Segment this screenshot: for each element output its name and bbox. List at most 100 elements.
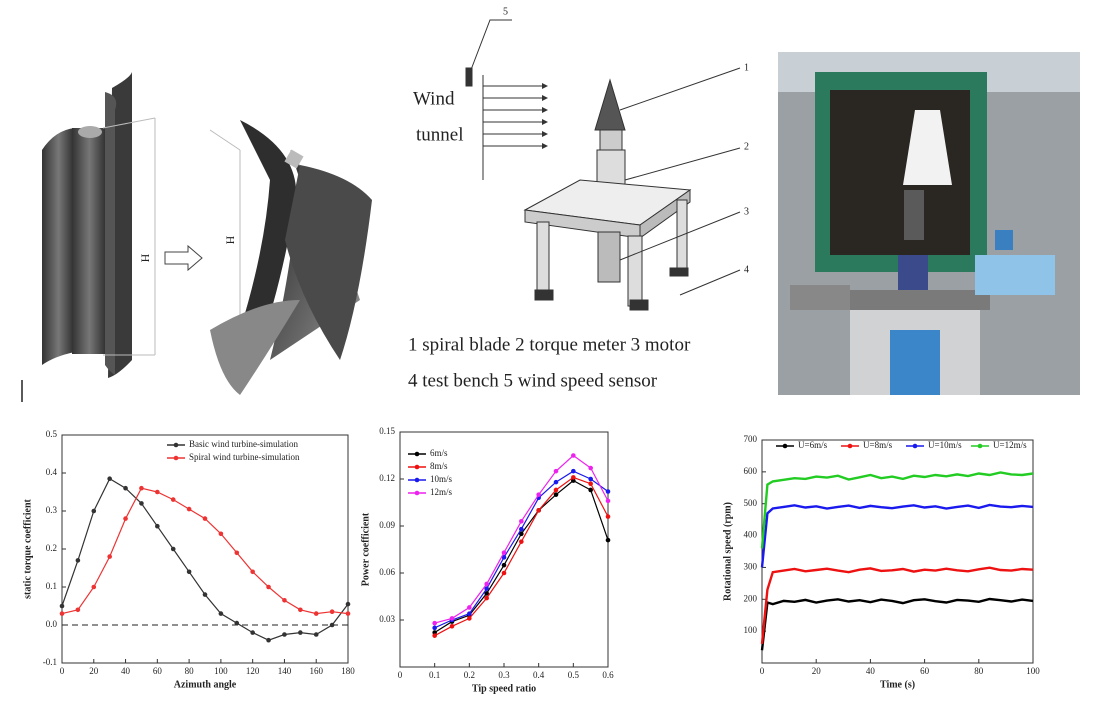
x-tick-label: 0	[760, 666, 765, 676]
callout: 4	[744, 264, 749, 275]
marker	[75, 558, 81, 563]
marker	[170, 497, 176, 502]
marker	[519, 531, 524, 537]
marker	[186, 506, 192, 512]
x-tick-label: 100	[1026, 666, 1040, 676]
y-tick-label: 0.12	[379, 473, 395, 483]
y-tick-label: 0.1	[46, 581, 57, 591]
legend-label: Spiral wind turbine-simulation	[189, 452, 300, 462]
x-tick-label: 140	[278, 666, 292, 676]
marker	[588, 487, 593, 493]
x-tick-label: 0.3	[498, 670, 510, 680]
marker	[91, 584, 97, 590]
wind-label: Wind	[413, 88, 455, 109]
marker	[605, 498, 611, 504]
marker	[329, 622, 335, 628]
charts: 0 20 40 60 80 100 120 140 160 180 -0.1 0.0 0.1 0.2 0.3…	[22, 426, 1040, 694]
callout: 1	[744, 62, 749, 73]
legend-label: 12m/s	[430, 487, 453, 497]
marker	[449, 623, 455, 629]
plot-frame	[761, 439, 1034, 664]
plot-frame	[61, 434, 349, 664]
y-tick-label: 0.09	[379, 520, 395, 530]
marker	[313, 611, 319, 616]
legend-marker	[173, 442, 179, 448]
x-tick-label: 80	[974, 666, 984, 676]
x-axis-label: Tip speed ratio	[472, 683, 536, 694]
marker	[588, 465, 593, 471]
legend-label: U=8m/s	[863, 440, 893, 450]
marker	[59, 603, 65, 609]
marker	[139, 485, 144, 491]
series-line	[61, 477, 349, 641]
marker	[588, 476, 593, 482]
callout: 2	[744, 141, 749, 152]
marker	[202, 592, 208, 597]
y-axis-label: Power coefficient	[360, 512, 371, 586]
legend-marker	[847, 443, 853, 449]
y-tick-label: 0.3	[46, 505, 58, 515]
y-tick-label: 100	[744, 625, 758, 635]
x-tick-label: 180	[341, 666, 355, 676]
marker	[536, 508, 541, 513]
marker	[139, 501, 144, 506]
marker	[345, 601, 351, 607]
legend-marker	[414, 451, 420, 457]
x-tick-label: 40	[866, 666, 876, 676]
callout: 5	[503, 6, 508, 17]
series-line	[760, 503, 1034, 568]
marker	[218, 531, 224, 537]
x-tick-label: 0.2	[464, 670, 475, 680]
marker	[432, 620, 437, 626]
tunnel-label: tunnel	[416, 124, 464, 145]
x-tick-label: 0.4	[533, 670, 545, 680]
marker	[519, 539, 524, 544]
series-line	[760, 597, 1034, 651]
marker	[250, 569, 255, 575]
x-tick-label: 40	[121, 666, 131, 676]
x-tick-label: 0.5	[568, 670, 580, 680]
y-tick-label: 0.03	[379, 614, 395, 624]
marker	[298, 630, 303, 635]
y-tick-label: 600	[744, 466, 758, 476]
y-tick-label: 0.4	[46, 467, 58, 477]
marker	[282, 598, 287, 603]
schematic-text: Wind tunnel 1 2 3 4 5 1 spiral blade 2 t…	[408, 6, 749, 391]
x-tick-label: 20	[89, 666, 99, 676]
series-line	[434, 479, 609, 634]
y-tick-label: 300	[744, 561, 758, 571]
y-tick-label: 400	[744, 530, 758, 540]
legend-label: U=6m/s	[798, 440, 828, 450]
marker	[571, 468, 576, 474]
x-axis-label: Time (s)	[880, 679, 915, 690]
height-label: H	[138, 253, 152, 262]
marker	[266, 584, 271, 590]
marker	[155, 523, 160, 529]
marker	[519, 519, 524, 524]
marker	[467, 605, 472, 610]
marker	[170, 546, 176, 552]
schematic	[465, 19, 741, 311]
x-tick-label: 60	[920, 666, 930, 676]
marker	[282, 632, 287, 637]
marker	[588, 481, 593, 487]
x-tick-label: 80	[185, 666, 195, 676]
marker	[467, 616, 472, 621]
x-tick-label: 0.1	[429, 670, 440, 680]
legend-marker	[912, 443, 918, 449]
y-tick-label: 0.15	[379, 426, 395, 436]
legend-label: U=10m/s	[928, 440, 962, 450]
x-tick-label: 0	[60, 666, 65, 676]
marker	[536, 492, 541, 497]
marker	[553, 492, 559, 497]
legend-marker	[173, 455, 179, 461]
marker	[345, 611, 351, 616]
y-tick-label: 0.5	[46, 429, 58, 439]
legend-marker	[414, 477, 420, 483]
y-tick-label: 0.0	[46, 619, 58, 629]
marker	[484, 591, 489, 596]
legend-marker	[977, 443, 983, 449]
marker	[202, 516, 208, 521]
marker	[123, 516, 128, 521]
